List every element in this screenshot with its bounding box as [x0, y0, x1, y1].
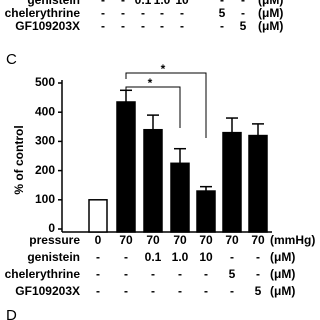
condition-value: 70 — [225, 233, 239, 247]
prev-condition-value: - — [101, 6, 105, 20]
prev-condition-value: - — [241, 6, 245, 20]
prev-condition-value: - — [141, 6, 145, 20]
condition-value: - — [96, 267, 100, 281]
condition-value: - — [151, 267, 155, 281]
condition-value: 5 — [229, 267, 236, 281]
condition-value: - — [124, 284, 128, 298]
prev-condition-value: - — [101, 19, 105, 33]
significance-bracket — [125, 72, 207, 138]
bar — [170, 162, 190, 233]
condition-value: 0 — [95, 233, 102, 247]
prev-condition-value: - — [241, 0, 245, 7]
prev-condition-value: - — [101, 0, 105, 7]
prev-condition-value: - — [160, 19, 164, 33]
panel-label: C — [6, 51, 17, 68]
condition-unit: (μM) — [270, 250, 295, 264]
condition-label: GF109203X — [15, 284, 80, 298]
prev-condition-value: - — [180, 6, 184, 20]
prev-condition-value: 5 — [219, 6, 226, 20]
prev-condition-value: - — [160, 6, 164, 20]
prev-condition-label: genistein — [27, 0, 80, 7]
condition-value: 70 — [173, 233, 187, 247]
y-tick-label: 0 — [48, 221, 55, 235]
condition-value: - — [256, 267, 260, 281]
condition-unit: (mmHg) — [270, 233, 315, 247]
prev-condition-value: 1.0 — [154, 0, 171, 7]
bar — [143, 128, 163, 233]
prev-condition-unit: (μM) — [258, 19, 283, 33]
significance-mark: * — [148, 76, 153, 90]
y-axis-label: % of control — [12, 125, 26, 194]
y-tick-label: 400 — [35, 104, 55, 118]
prev-condition-value: - — [141, 19, 145, 33]
condition-value: 70 — [119, 233, 133, 247]
condition-value: - — [230, 250, 234, 264]
prev-condition-value: 5 — [240, 19, 247, 33]
bar — [116, 101, 136, 233]
condition-value: - — [204, 267, 208, 281]
condition-value: - — [256, 250, 260, 264]
condition-value: 5 — [255, 284, 262, 298]
y-tick-label: 100 — [35, 192, 55, 206]
condition-value: - — [96, 250, 100, 264]
prev-condition-value: 0.1 — [135, 0, 152, 7]
y-tick-label: 300 — [35, 134, 55, 148]
y-tick-label: 500 — [35, 75, 55, 89]
prev-condition-value: - — [121, 19, 125, 33]
prev-condition-label: GF109203X — [15, 19, 80, 33]
prev-condition-value: - — [220, 19, 224, 33]
condition-value: - — [124, 250, 128, 264]
prev-condition-value: - — [121, 0, 125, 7]
condition-value: - — [124, 267, 128, 281]
condition-value: - — [204, 284, 208, 298]
condition-value: 0.1 — [145, 250, 162, 264]
bar — [248, 134, 268, 233]
significance-bracket — [125, 86, 181, 128]
panel-label: D — [6, 307, 17, 320]
prev-condition-unit: (μM) — [258, 6, 283, 20]
condition-label: pressure — [29, 233, 80, 247]
prev-condition-value: 10 — [175, 0, 189, 7]
significance-mark: * — [161, 62, 166, 76]
prev-condition-value: - — [121, 6, 125, 20]
condition-unit: (μM) — [270, 284, 295, 298]
condition-value: 70 — [199, 233, 213, 247]
condition-value: - — [151, 284, 155, 298]
condition-label: chelerythrine — [5, 267, 81, 281]
condition-value: - — [178, 267, 182, 281]
condition-value: 70 — [146, 233, 160, 247]
bar — [88, 199, 108, 233]
bar — [222, 131, 242, 233]
condition-value: 10 — [199, 250, 213, 264]
bar — [196, 190, 216, 233]
condition-unit: (μM) — [270, 267, 295, 281]
condition-value: - — [230, 284, 234, 298]
prev-condition-label: chelerythrine — [5, 6, 81, 20]
condition-value: 70 — [251, 233, 265, 247]
condition-value: - — [178, 284, 182, 298]
condition-value: - — [96, 284, 100, 298]
prev-condition-unit: (μM) — [258, 0, 283, 7]
y-tick-label: 200 — [35, 163, 55, 177]
prev-condition-value: - — [180, 19, 184, 33]
condition-value: 1.0 — [172, 250, 189, 264]
condition-label: genistein — [27, 250, 80, 264]
prev-condition-value: - — [220, 0, 224, 7]
